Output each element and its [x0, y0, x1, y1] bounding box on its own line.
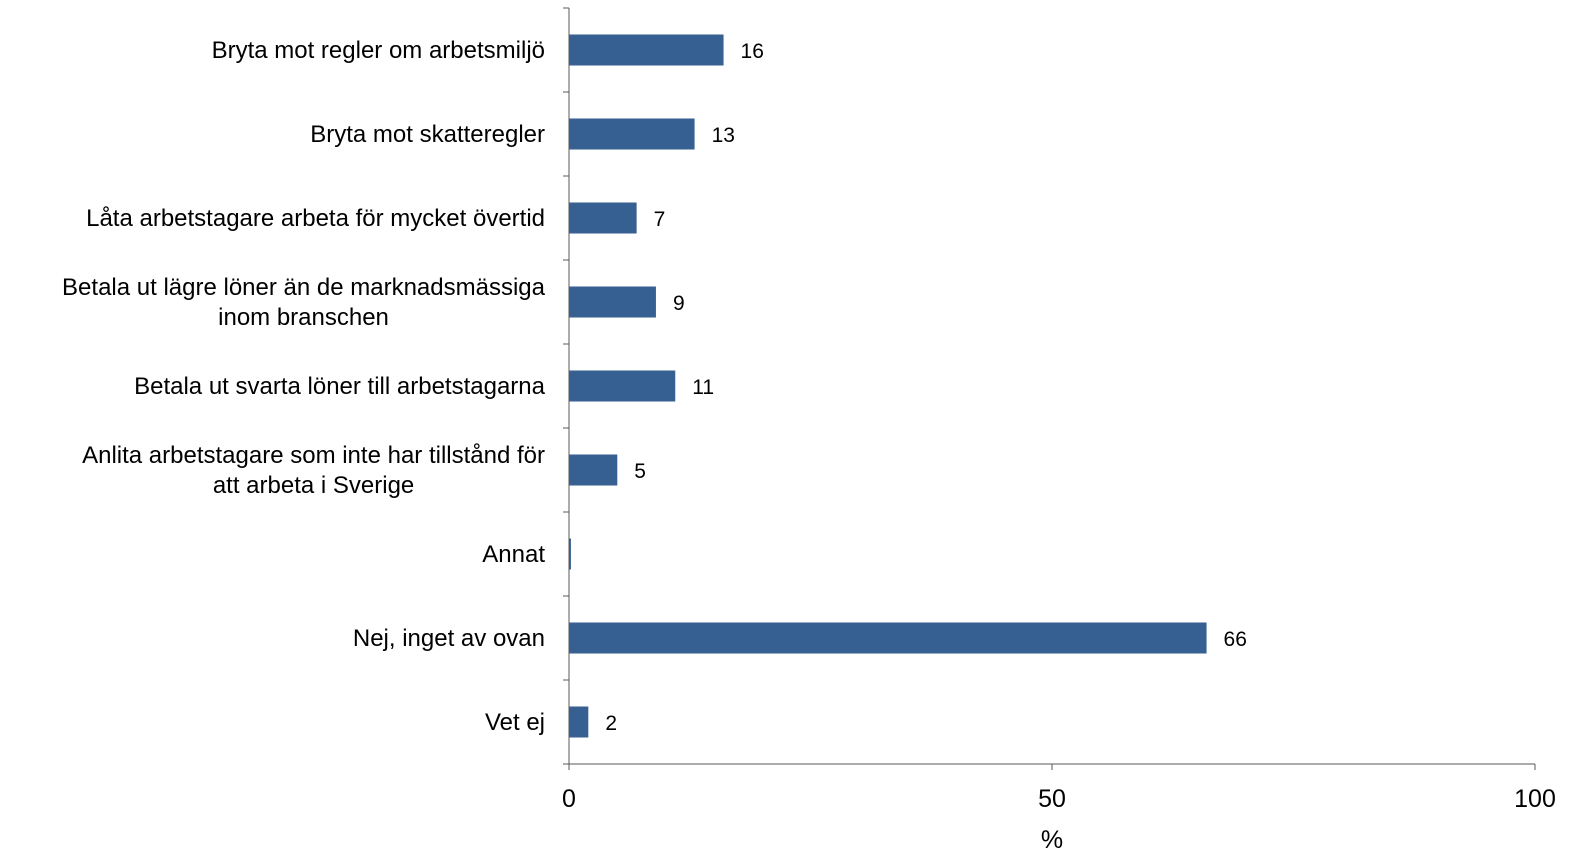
category-label: Annat — [482, 541, 545, 568]
category-label-line: att arbeta i Sverige — [213, 472, 414, 499]
category-label: Betala ut svarta löner till arbetstagarn… — [134, 373, 546, 400]
axes-group: 0 50 100 — [562, 7, 1556, 813]
category-label: Betala ut lägre löner än de marknadsmäss… — [62, 274, 546, 331]
category-label-line: Låta arbetstagare arbeta för mycket över… — [86, 205, 545, 232]
bar — [569, 34, 724, 66]
x-axis-title: % — [1041, 826, 1063, 854]
category-label-line: Vet ej — [485, 709, 545, 736]
category-label: Bryta mot regler om arbetsmiljö — [212, 37, 545, 64]
category-label-line: Nej, inget av ovan — [353, 625, 545, 652]
bar — [569, 538, 571, 570]
category-label-line: inom branschen — [218, 304, 389, 331]
category-labels-group: Bryta mot regler om arbetsmiljö Bryta mot… — [62, 37, 546, 736]
y-axis-ticks — [563, 7, 569, 765]
bar — [569, 286, 656, 318]
x-axis-ticks: 0 50 100 — [562, 764, 1556, 813]
bar-value-label: 2 — [605, 712, 617, 735]
bar-value-label: 13 — [712, 124, 735, 147]
bar — [569, 454, 618, 486]
bar-value-label: 16 — [741, 40, 764, 63]
bar — [569, 622, 1207, 654]
value-labels-group: 16 13 7 9 11 5 66 2 — [605, 40, 1247, 735]
category-label-line: Bryta mot regler om arbetsmiljö — [212, 37, 545, 64]
bar — [569, 118, 695, 150]
category-label: Bryta mot skatteregler — [310, 121, 545, 148]
bar — [569, 706, 589, 738]
x-tick-label: 50 — [1038, 785, 1066, 813]
x-tick-label: 0 — [562, 785, 576, 813]
bar — [569, 370, 676, 402]
bar — [569, 202, 637, 234]
x-tick-label: 100 — [1514, 785, 1556, 813]
bars-group — [569, 34, 1207, 738]
category-label-line: Anlita arbetstagare som inte har tillstå… — [82, 442, 545, 469]
bar-value-label: 66 — [1224, 628, 1247, 651]
bar-value-label: 7 — [654, 208, 666, 231]
bar-value-label: 5 — [634, 460, 646, 483]
category-label: Nej, inget av ovan — [353, 625, 545, 652]
category-label-line: Betala ut svarta löner till arbetstagarn… — [134, 373, 546, 400]
category-label-line: Annat — [482, 541, 545, 568]
bar-value-label: 11 — [692, 376, 714, 399]
category-label: Vet ej — [485, 709, 545, 736]
category-label: Låta arbetstagare arbeta för mycket över… — [86, 205, 545, 232]
category-label: Anlita arbetstagare som inte har tillstå… — [82, 442, 545, 499]
category-label-line: Bryta mot skatteregler — [310, 121, 545, 148]
bar-value-label: 9 — [673, 292, 685, 315]
category-label-line: Betala ut lägre löner än de marknadsmäss… — [62, 274, 546, 301]
